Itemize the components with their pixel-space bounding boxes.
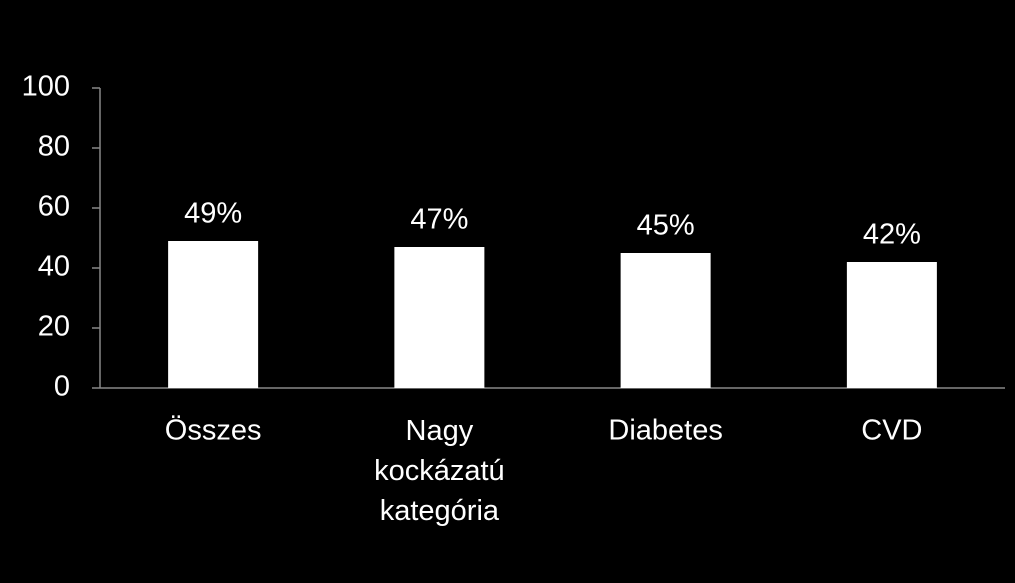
bar xyxy=(620,253,711,388)
value-label: 47% xyxy=(410,204,468,236)
value-label: 45% xyxy=(637,210,695,242)
x-tick-label: Diabetes xyxy=(608,415,722,447)
y-tick-label: 80 xyxy=(38,131,70,163)
x-tick-label: CVD xyxy=(861,415,922,447)
y-tick-label: 100 xyxy=(22,71,70,103)
y-tick-label: 20 xyxy=(38,311,70,343)
y-tick-label: 40 xyxy=(38,251,70,283)
bar xyxy=(846,262,937,388)
x-tick-label: Összes xyxy=(165,415,262,447)
value-label: 49% xyxy=(184,198,242,230)
y-tick-label: 0 xyxy=(54,371,70,403)
x-tick-label: Nagy kockázatú kategória xyxy=(374,415,505,527)
value-label: 42% xyxy=(863,219,921,251)
bar xyxy=(394,247,485,388)
bar xyxy=(168,241,259,388)
y-tick-label: 60 xyxy=(38,191,70,223)
